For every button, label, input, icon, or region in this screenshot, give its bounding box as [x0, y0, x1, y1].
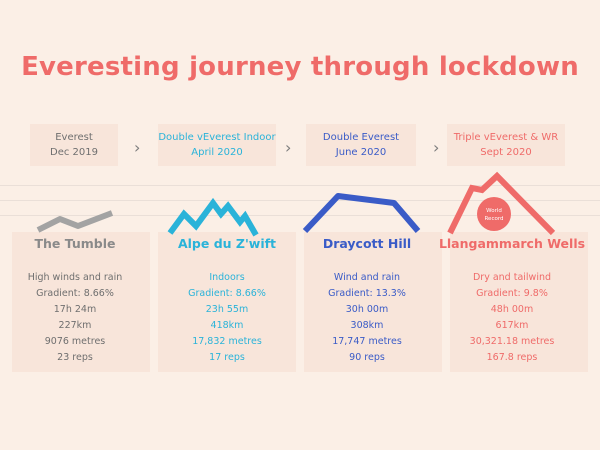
stat-time: 48h 00m — [490, 304, 534, 315]
stat-distance: 227km — [58, 320, 92, 331]
phase-date: June 2020 — [335, 147, 387, 158]
route-title: Draycott Hill — [322, 236, 412, 251]
stat-time: 30h 00m — [345, 304, 389, 315]
stat-distance: 308km — [350, 320, 384, 331]
phase-label: Double Everest — [322, 132, 400, 143]
timeline: Everest Dec 2019 › Double vEverest Indoo… — [0, 118, 600, 170]
route-stats: Dry and tailwind Gradient: 9.8% 48h 00m … — [437, 270, 587, 366]
stat-gradient: Gradient: 8.66% — [36, 288, 114, 299]
column-panel — [304, 232, 442, 372]
route-title: Alpe du Z'wift — [177, 236, 277, 251]
route-title: Llangammarch Wells — [438, 236, 586, 251]
phase-double-veverest: Double vEverest Indoor April 2020 — [158, 124, 276, 166]
stat-distance: 617km — [495, 320, 529, 331]
phase-label: Double vEverest Indoor — [158, 132, 276, 143]
stat-time: 17h 24m — [53, 304, 97, 315]
route-stats: Wind and rain Gradient: 13.3% 30h 00m 30… — [292, 270, 442, 366]
stat-elevation: 9076 metres — [44, 336, 106, 347]
stat-elevation: 17,832 metres — [192, 336, 262, 347]
route-title: The Tumble — [34, 236, 116, 251]
stat-reps: 23 reps — [57, 352, 93, 363]
stat-gradient: Gradient: 9.8% — [476, 288, 548, 299]
stat-gradient: Gradient: 13.3% — [328, 288, 406, 299]
stat-elevation: 30,321.18 metres — [469, 336, 555, 347]
route-stats: High winds and rain Gradient: 8.66% 17h … — [0, 270, 150, 366]
divider — [0, 200, 600, 201]
column-panel — [158, 232, 296, 372]
stat-conditions: Wind and rain — [333, 272, 401, 283]
phase-double-everest: Double Everest June 2020 — [306, 124, 416, 166]
stat-elevation: 17,747 metres — [332, 336, 402, 347]
badge-line2: Record — [484, 216, 503, 222]
stat-conditions: Indoors — [209, 272, 245, 283]
page-title: Everesting journey through lockdown — [21, 52, 579, 82]
column-panel — [450, 232, 588, 372]
stat-conditions: Dry and tailwind — [472, 272, 552, 283]
chevron-right-icon: › — [433, 138, 440, 157]
stat-distance: 418km — [210, 320, 244, 331]
phase-date: Sept 2020 — [480, 147, 532, 158]
phase-label: Triple vEverest & WR — [453, 132, 559, 143]
chevron-right-icon: › — [285, 138, 292, 157]
stat-reps: 90 reps — [349, 352, 385, 363]
phase-everest: Everest Dec 2019 — [30, 124, 118, 166]
stat-reps: 17 reps — [209, 352, 245, 363]
stat-conditions: High winds and rain — [27, 272, 123, 283]
world-record-badge — [477, 197, 511, 231]
stat-reps: 167.8 reps — [486, 352, 538, 363]
phase-label: Everest — [55, 132, 93, 143]
route-stats: Indoors Gradient: 8.66% 23h 55m 418km 17… — [152, 270, 302, 366]
badge-line1: World — [486, 208, 502, 214]
phase-date: April 2020 — [191, 147, 243, 158]
chevron-right-icon: › — [134, 138, 141, 157]
phase-date: Dec 2019 — [50, 147, 98, 158]
divider — [0, 185, 600, 186]
divider — [0, 215, 600, 216]
phase-triple-veverest: Triple vEverest & WR Sept 2020 — [447, 124, 565, 166]
column-panel — [12, 232, 150, 372]
stat-gradient: Gradient: 8.66% — [188, 288, 266, 299]
stat-time: 23h 55m — [205, 304, 249, 315]
